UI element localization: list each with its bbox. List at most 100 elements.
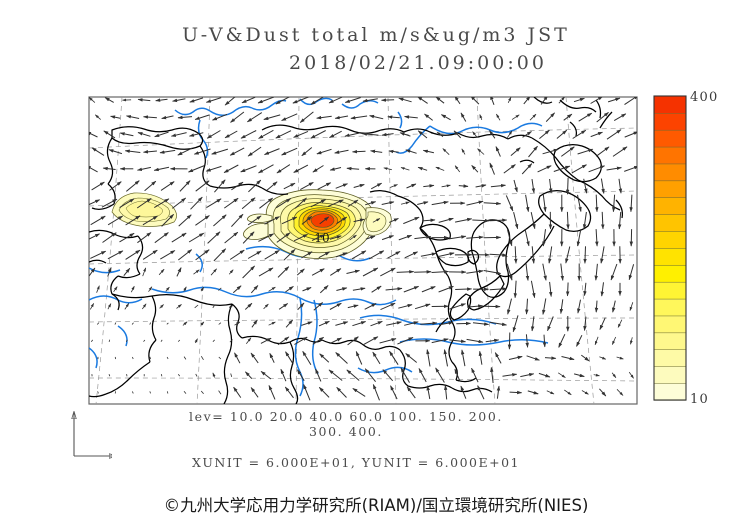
wind-vector [336,287,348,291]
wind-vector [594,263,598,281]
colorbar-segment [653,197,687,215]
wind-vector [466,235,484,240]
wind-vector [576,229,582,247]
wind-vector [460,349,466,367]
wind-vector [242,265,255,279]
wind-vector [349,234,357,241]
wind-vector [109,181,122,191]
wind-vector [352,321,367,327]
wind-vector [176,304,182,309]
wind-vector [566,211,570,230]
wind-vector [240,130,257,139]
wind-vector [141,303,147,310]
wind-vector [385,287,403,291]
wind-vector [371,285,382,293]
wind-vector [318,251,331,259]
wind-vector [103,130,116,139]
wind-vector [293,164,309,173]
wind-vector [310,97,325,105]
wind-vector [506,130,513,139]
wind-vector [329,235,342,240]
wind-vector [137,132,151,137]
wind-vector [506,263,513,281]
wind-vector [405,149,417,154]
wind-vector [561,356,575,361]
wind-vector [143,150,157,154]
wind-vector [344,132,362,137]
wind-vector [224,130,238,139]
wind-vector [494,352,502,364]
wind-vector [107,267,112,277]
wind-vector [229,304,234,309]
wind-vector [283,182,296,190]
wind-vector [593,373,600,377]
wind-vector [89,303,95,310]
wind-vector [194,114,210,120]
wind-vector [454,217,473,223]
wind-vector [177,339,181,342]
wind-vector [489,287,508,291]
wind-vector [297,302,305,311]
wind-vector [578,112,593,122]
wind-vector [525,263,530,281]
wind-vector [155,98,168,102]
wind-vector [512,315,519,333]
wind-vector [502,373,518,377]
wind-vector [159,149,176,154]
wind-vector [611,194,616,213]
wind-vector [362,336,379,346]
wind-vector [565,246,571,264]
wind-vector [302,350,312,365]
wind-vector [89,165,98,173]
wind-vector [293,130,309,138]
wind-vector [154,232,169,244]
wind-vector [170,132,187,137]
wind-vector [125,180,140,192]
wind-vector [527,390,539,395]
wind-vector [490,366,494,384]
wind-vector [142,249,158,260]
wind-vector [301,321,313,326]
wind-vector [89,199,101,206]
wind-vector [542,229,546,247]
wind-vector [316,115,332,120]
wind-vector [611,300,616,313]
wind-vector [263,303,269,310]
wind-vector [382,369,394,382]
wind-vector [379,338,397,344]
wind-vector [166,322,169,325]
wind-vector [200,286,205,292]
wind-vector [91,147,105,156]
wind-vector [107,303,112,310]
wind-vector [511,114,520,120]
wind-vector [380,267,396,277]
wind-vector [448,235,467,240]
wind-vector [582,211,587,230]
wind-vector [247,146,262,157]
wind-vector [421,286,436,293]
wind-vector [200,321,205,326]
wind-vector [506,229,513,247]
wind-vector [558,97,565,104]
wind-vector [564,389,572,396]
wind-vector [179,180,191,192]
wind-vector [414,235,432,240]
wind-vector [276,232,291,243]
wind-vector [583,282,587,297]
wind-vector [300,181,314,191]
wind-vector [228,269,234,275]
wind-vector [205,165,222,172]
wind-vector [431,270,449,274]
wind-vector [260,337,272,344]
wind-vector [318,387,330,398]
wind-vector [628,371,634,379]
wind-vector [572,129,587,139]
colorbar-segment [653,365,687,384]
colorbar-segment [653,382,687,401]
wind-vector [183,286,187,292]
wind-vector [351,250,367,260]
wind-vector [90,339,94,342]
wind-vector [372,218,381,223]
wind-vector [137,166,152,171]
